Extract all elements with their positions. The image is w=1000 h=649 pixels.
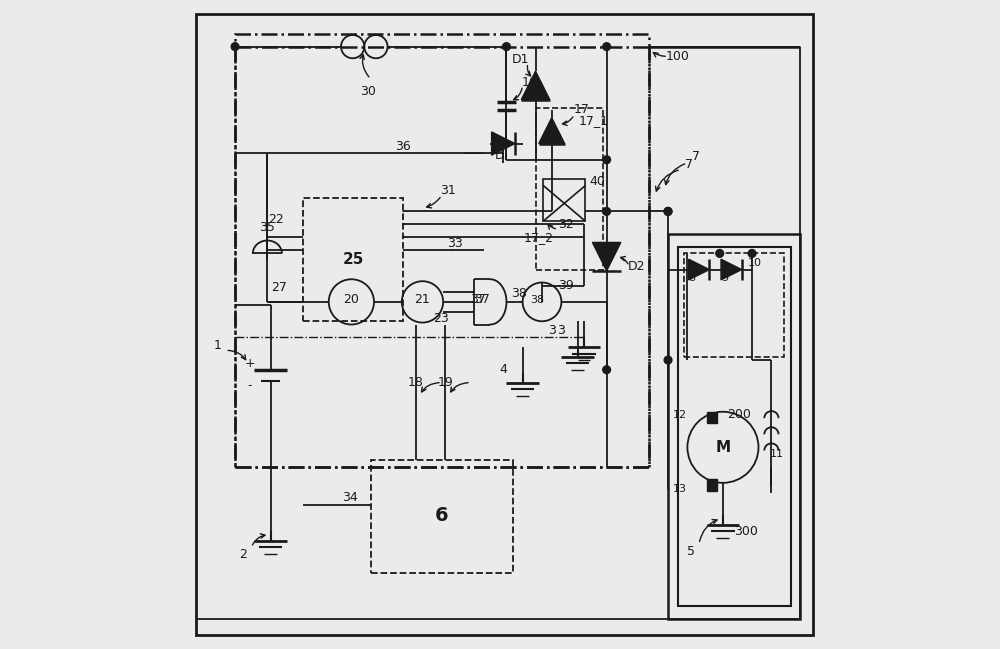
Circle shape [664,208,672,215]
Text: 31: 31 [440,184,456,197]
Text: 17_1: 17_1 [579,114,609,127]
Text: 34: 34 [342,491,358,504]
Text: 12: 12 [673,410,687,420]
Polygon shape [721,259,742,280]
Text: 4: 4 [499,363,507,376]
Polygon shape [592,243,621,271]
Bar [371,460,513,573]
Text: 19: 19 [437,376,453,389]
Circle shape [503,43,510,51]
Circle shape [664,356,672,364]
Text: 37: 37 [474,293,490,306]
Text: 16: 16 [521,76,537,89]
Text: D1: D1 [512,53,529,66]
Text: 22: 22 [268,214,284,227]
Text: 32: 32 [558,219,574,232]
Polygon shape [521,71,550,99]
Text: 27: 27 [271,281,287,294]
Circle shape [603,208,611,215]
Text: 17: 17 [573,103,589,116]
Circle shape [231,43,239,51]
Text: 21: 21 [415,293,430,306]
Bar [668,234,800,618]
Text: 25: 25 [343,252,364,267]
Bar [707,479,717,491]
Circle shape [603,156,611,164]
Text: 10: 10 [748,258,762,268]
Text: +: + [245,357,255,370]
Text: 39: 39 [558,279,574,292]
Text: 40: 40 [589,175,605,188]
Text: 35: 35 [259,221,275,234]
Circle shape [748,249,756,257]
Text: 200: 200 [727,408,751,421]
Text: 18: 18 [408,376,424,389]
Text: 6: 6 [435,506,449,524]
Text: 3: 3 [548,324,556,337]
Bar [536,108,603,269]
Text: D2: D2 [628,260,646,273]
Circle shape [664,208,672,215]
Text: 33: 33 [447,238,463,251]
Bar [543,179,585,221]
Circle shape [603,43,611,51]
Text: 37: 37 [470,293,486,306]
Text: 7: 7 [685,158,693,171]
Text: 30: 30 [360,86,375,99]
Polygon shape [492,132,515,155]
Bar [303,199,403,321]
Bar [235,34,649,467]
Text: 5: 5 [687,545,695,558]
Text: 1: 1 [214,339,222,352]
Polygon shape [539,117,565,143]
Text: D: D [495,149,505,162]
Text: 2: 2 [240,548,247,561]
Text: 11: 11 [770,448,784,459]
Text: M: M [715,440,731,455]
Circle shape [603,366,611,374]
Text: 38: 38 [530,295,545,305]
Polygon shape [689,259,709,280]
Bar [684,253,784,357]
Text: 100: 100 [666,50,690,63]
Text: 13: 13 [673,484,687,495]
Circle shape [716,249,724,257]
Bar [678,247,791,606]
Text: 38: 38 [511,287,527,300]
Bar [707,411,717,423]
Text: 23: 23 [433,312,448,324]
Text: 300: 300 [734,525,758,538]
Text: 9: 9 [721,273,728,283]
Text: 17_2: 17_2 [524,231,554,244]
Text: 20: 20 [343,293,359,306]
Text: 3: 3 [557,324,565,337]
Text: 36: 36 [395,140,411,153]
Text: 7: 7 [692,150,700,163]
Text: -: - [248,380,252,393]
Text: 8: 8 [688,273,695,283]
